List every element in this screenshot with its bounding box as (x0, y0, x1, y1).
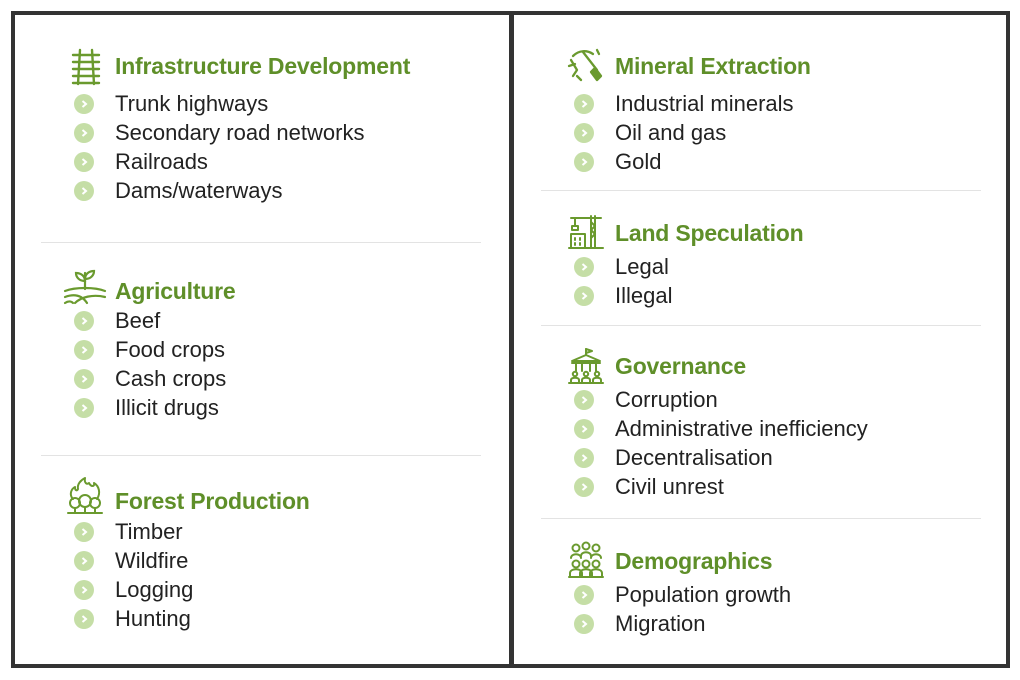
list-item: Timber (74, 517, 193, 546)
item-label: Trunk highways (115, 90, 269, 116)
chevron-right-icon (574, 418, 594, 439)
section-separator (41, 242, 481, 243)
item-list: Corruption Administrative inefficiency D… (574, 385, 868, 501)
item-label: Population growth (615, 581, 792, 607)
item-label: Logging (115, 576, 194, 602)
list-item: Illicit drugs (74, 393, 226, 422)
chevron-right-icon (74, 93, 94, 114)
list-item: Oil and gas (574, 118, 794, 147)
item-list: Beef Food crops Cash crops Illicit drugs (74, 306, 226, 422)
section-title: Land Speculation (615, 220, 804, 246)
item-list: Population growth Migration (574, 580, 791, 638)
section-title: Forest Production (115, 488, 310, 514)
list-item: Decentralisation (574, 443, 868, 472)
chevron-right-icon (74, 151, 94, 172)
item-label: Migration (615, 610, 706, 636)
list-item: Wildfire (74, 546, 193, 575)
chevron-right-icon (574, 476, 594, 497)
chevron-right-icon (574, 447, 594, 468)
section-title: Agriculture (115, 278, 236, 304)
list-item: Administrative inefficiency (574, 414, 868, 443)
chevron-right-icon (74, 122, 94, 143)
section-separator (541, 190, 981, 191)
chevron-right-icon (74, 180, 94, 201)
chevron-right-icon (574, 584, 594, 605)
chevron-right-icon (74, 368, 94, 389)
item-label: Legal (615, 253, 669, 279)
chevron-right-icon (74, 521, 94, 542)
list-item: Population growth (574, 580, 791, 609)
section-title: Demographics (615, 548, 773, 574)
list-item: Railroads (74, 147, 364, 176)
list-item: Gold (574, 147, 794, 176)
item-label: Secondary road networks (115, 119, 365, 145)
list-item: Migration (574, 609, 791, 638)
item-label: Beef (115, 307, 161, 333)
item-label: Hunting (115, 605, 191, 631)
railroad-icon (67, 48, 105, 86)
item-list: Industrial minerals Oil and gas Gold (574, 89, 794, 176)
item-list: Timber Wildfire Logging Hunting (74, 517, 193, 633)
item-list: Legal Illegal (574, 252, 672, 310)
item-label: Railroads (115, 148, 208, 174)
chevron-right-icon (74, 579, 94, 600)
plant-field-icon (63, 269, 107, 307)
list-item: Dams/waterways (74, 176, 364, 205)
chevron-right-icon (574, 613, 594, 634)
list-item: Secondary road networks (74, 118, 364, 147)
item-label: Civil unrest (615, 473, 724, 499)
item-label: Wildfire (115, 547, 189, 573)
list-item: Trunk highways (74, 89, 364, 118)
item-label: Timber (115, 518, 183, 544)
item-label: Illicit drugs (115, 394, 219, 420)
list-item: Hunting (74, 604, 193, 633)
chevron-right-icon (74, 339, 94, 360)
item-label: Dams/waterways (115, 177, 283, 203)
list-item: Industrial minerals (574, 89, 794, 118)
item-list: Trunk highways Secondary road networks R… (74, 89, 364, 205)
chevron-right-icon (574, 151, 594, 172)
list-item: Cash crops (74, 364, 226, 393)
chevron-right-icon (574, 285, 594, 306)
column-divider (509, 11, 514, 668)
chevron-right-icon (74, 550, 94, 571)
list-item: Illegal (574, 281, 672, 310)
item-label: Oil and gas (615, 119, 727, 145)
chevron-right-icon (74, 397, 94, 418)
chevron-right-icon (574, 256, 594, 277)
pickaxe-icon (567, 46, 605, 84)
list-item: Legal (574, 252, 672, 281)
list-item: Civil unrest (574, 472, 868, 501)
item-label: Industrial minerals (615, 90, 794, 116)
list-item: Logging (74, 575, 193, 604)
government-building-icon (567, 347, 605, 385)
section-title: Mineral Extraction (615, 53, 811, 79)
chevron-right-icon (74, 310, 94, 331)
section-separator (541, 325, 981, 326)
construction-crane-icon (567, 212, 605, 250)
list-item: Food crops (74, 335, 226, 364)
section-separator (41, 455, 481, 456)
list-item: Corruption (574, 385, 868, 414)
section-separator (541, 518, 981, 519)
chevron-right-icon (574, 389, 594, 410)
forest-fire-icon (65, 475, 105, 515)
chevron-right-icon (574, 93, 594, 114)
item-label: Gold (615, 148, 662, 174)
section-title: Governance (615, 353, 746, 379)
item-label: Illegal (615, 282, 673, 308)
people-group-icon (567, 541, 605, 579)
item-label: Corruption (615, 386, 718, 412)
chevron-right-icon (574, 122, 594, 143)
section-title: Infrastructure Development (115, 53, 411, 79)
item-label: Food crops (115, 336, 226, 362)
chevron-right-icon (74, 608, 94, 629)
item-label: Decentralisation (615, 444, 773, 470)
item-label: Administrative inefficiency (615, 415, 868, 441)
list-item: Beef (74, 306, 226, 335)
item-label: Cash crops (115, 365, 227, 391)
